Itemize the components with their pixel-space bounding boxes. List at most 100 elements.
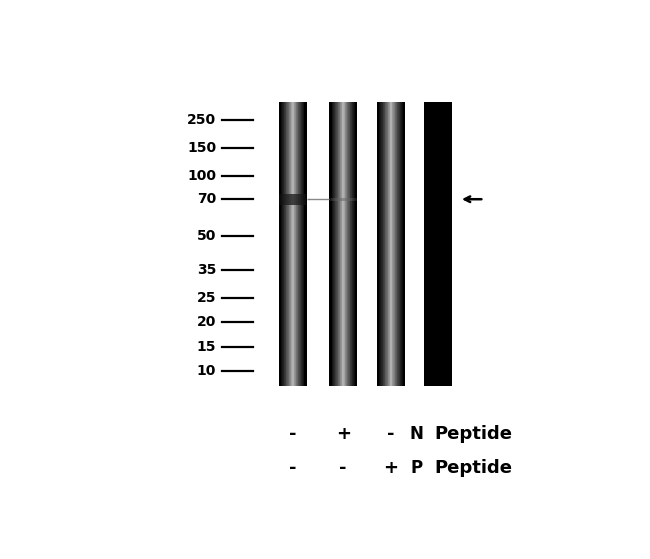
Bar [337,102,338,386]
Bar [282,194,283,205]
Bar [329,102,330,386]
Bar [279,102,280,386]
Bar [303,102,304,386]
Bar [341,102,342,386]
Bar [295,102,296,386]
Bar [336,102,337,386]
Bar [401,102,402,386]
Bar [334,102,335,386]
Bar [294,102,295,386]
Bar [402,102,403,386]
Bar [353,102,354,386]
Bar [346,197,348,201]
Bar [392,102,393,386]
Bar [281,102,282,386]
Bar [350,197,351,201]
Bar [289,102,290,386]
Bar [404,102,405,386]
Bar [292,102,294,386]
Bar [339,197,340,201]
Bar [352,102,353,386]
Bar [357,102,358,386]
Bar [377,102,378,386]
Text: -: - [289,425,296,443]
Bar [354,197,355,201]
Bar [353,197,354,201]
Bar [384,102,385,386]
Text: P: P [410,459,422,477]
Text: 70: 70 [197,192,216,206]
Text: -: - [289,459,296,477]
Bar [298,102,299,386]
Text: -: - [339,459,347,477]
Bar [395,102,396,386]
Bar [333,197,334,201]
Bar [296,194,297,205]
Bar [342,102,343,386]
Bar [289,194,290,205]
Bar [329,197,330,201]
Bar [355,197,356,201]
Text: N: N [410,425,423,443]
Bar [351,102,352,386]
Bar [329,102,332,386]
Bar [344,197,345,201]
Bar [397,102,398,386]
Bar [355,102,356,386]
Text: 100: 100 [187,169,216,183]
Bar [297,102,298,386]
Bar [396,102,397,386]
Bar [349,102,350,386]
Bar [280,102,281,386]
Bar [386,102,387,386]
Bar [336,197,337,201]
Bar [389,102,391,386]
Bar [292,194,294,205]
Text: -: - [387,425,395,443]
Text: 150: 150 [187,140,216,155]
Bar [377,102,380,386]
Bar [351,197,352,201]
Bar [330,197,332,201]
Text: 15: 15 [197,340,216,354]
Bar [399,102,400,386]
Bar [297,194,298,205]
Bar [403,102,404,386]
Bar [291,102,292,386]
Bar [298,194,299,205]
Bar [339,102,340,386]
Bar [284,194,285,205]
Text: 50: 50 [197,229,216,243]
Bar [302,102,303,386]
Text: 25: 25 [197,291,216,305]
Bar [300,194,302,205]
Bar [287,194,288,205]
Bar [391,102,392,386]
Bar [394,102,395,386]
Bar [382,102,383,386]
Bar [356,102,357,386]
Bar [354,102,355,386]
Bar [304,102,307,386]
Bar [332,102,333,386]
Bar [338,197,339,201]
Bar [279,102,281,386]
Bar [352,197,353,201]
Bar [380,102,381,386]
Bar [335,197,336,201]
Text: Peptide: Peptide [434,459,512,477]
Bar [335,102,336,386]
Bar [356,197,357,201]
Bar [302,194,303,205]
Bar [284,102,285,386]
Bar [340,197,341,201]
Bar [285,102,286,386]
Bar [306,102,307,386]
Bar [387,102,388,386]
Bar [288,194,289,205]
Bar [280,194,281,205]
Bar [306,194,307,205]
Bar [379,102,380,386]
Text: Peptide: Peptide [434,425,512,443]
Bar [282,102,283,386]
